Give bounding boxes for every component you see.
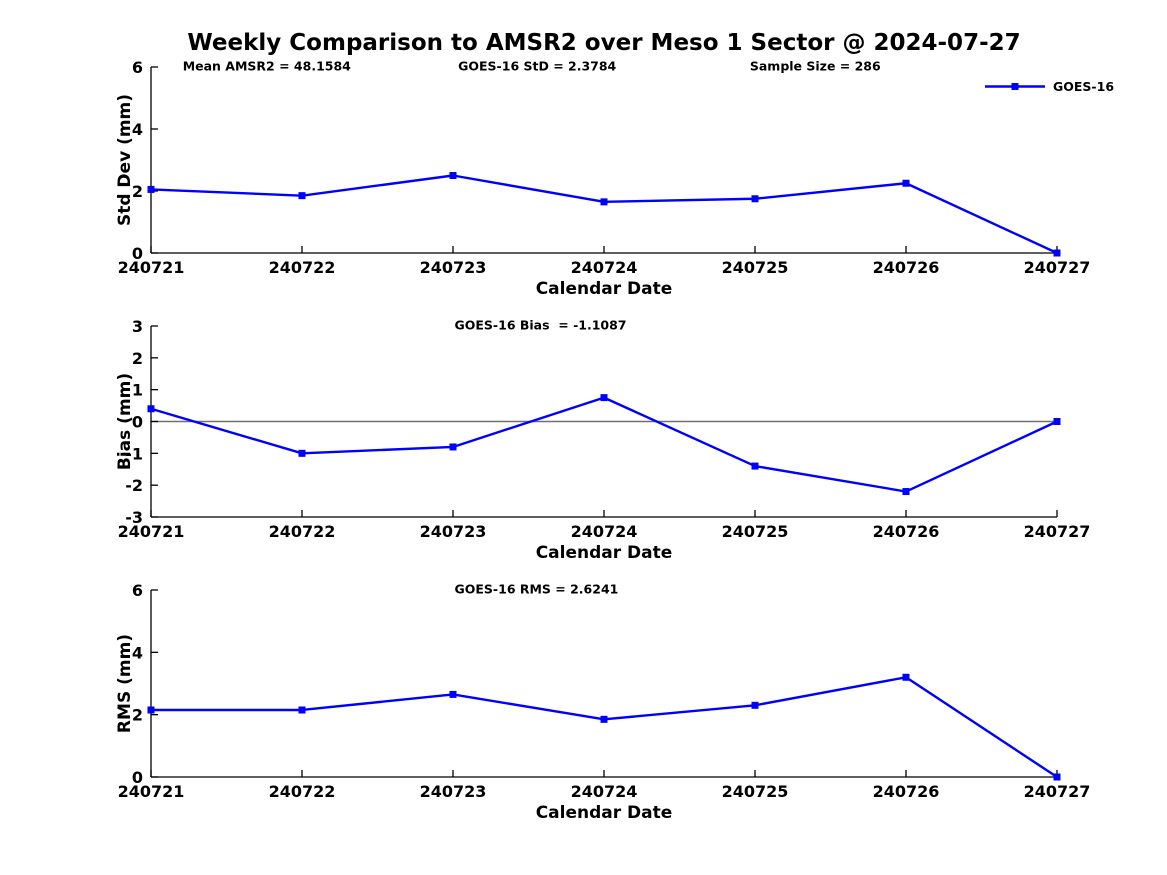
x-tick-label: 240723 [420,258,487,277]
data-point-marker [1053,249,1061,257]
y-tick-label: 2 [132,349,143,368]
x-tick-label: 240725 [722,522,789,541]
y-tick-label: 0 [132,413,143,432]
data-point-marker [298,449,306,457]
data-point-marker [902,673,910,681]
y-axis-title: Bias (mm) [115,373,135,470]
annotation-text: Mean AMSR2 = 48.1584 [183,59,351,74]
data-point-marker [600,715,608,723]
x-tick-label: 240724 [571,258,638,277]
annotation-text: GOES-16 Bias = -1.1087 [455,318,627,333]
x-tick-label: 240727 [1024,782,1091,801]
x-tick-label: 240726 [873,258,940,277]
x-tick-label: 240721 [118,258,185,277]
figure-title: Weekly Comparison to AMSR2 over Meso 1 S… [187,30,1021,56]
x-tick-label: 240725 [722,258,789,277]
x-axis-title: Calendar Date [536,279,673,299]
y-tick-label: 6 [132,581,143,600]
x-tick-label: 240724 [571,782,638,801]
y-tick-label: 0 [132,768,143,787]
data-point-marker [751,701,759,709]
data-point-marker [298,706,306,714]
data-point-marker [1053,773,1061,781]
x-tick-label: 240727 [1024,522,1091,541]
data-point-marker [751,462,759,470]
data-point-marker [449,443,457,451]
y-tick-label: 0 [132,244,143,263]
y-axis-title: Std Dev (mm) [115,94,135,226]
annotation-text: Sample Size = 286 [750,59,881,74]
y-tick-label: -2 [125,476,143,495]
data-point-marker [902,488,910,496]
y-tick-label: 4 [132,643,143,662]
annotation-text: GOES-16 StD = 2.3784 [458,59,616,74]
y-tick-label: 2 [132,706,143,725]
data-point-marker [751,195,759,203]
x-tick-label: 240722 [269,258,336,277]
subplot-rms: 0 2 4 6 240721 240722 240723 240724 240725 240726… [115,581,1090,823]
x-tick-label: 240724 [571,522,638,541]
subplot-bias: -3 -2 -1 0 1 2 3 240721 240722 240723 240724 240725… [115,317,1090,563]
series-line [151,676,1058,779]
legend: GOES-16 [984,79,1114,94]
y-tick-label: -1 [125,444,143,463]
data-point-marker [902,179,910,187]
y-tick-label: 1 [132,381,143,400]
data-point-marker [147,706,155,714]
data-point-marker [1053,418,1061,425]
x-tick-label: 240722 [269,522,336,541]
y-tick-label: 3 [132,317,143,336]
x-tick-label: 240727 [1024,258,1091,277]
legend-marker [1011,83,1019,90]
legend-line-marker-icon [985,83,1045,90]
data-point-marker [147,185,155,193]
data-point-marker [298,192,306,200]
x-tick-label: 240721 [118,782,185,801]
data-point-marker [449,172,457,179]
x-tick-label: 240721 [118,522,185,541]
x-tick-label: 240726 [873,522,940,541]
y-tick-label: 6 [132,58,143,77]
data-point-marker [600,198,608,206]
data-point-marker [147,405,155,413]
x-tick-label: 240726 [873,782,940,801]
x-tick-label: 240725 [722,782,789,801]
legend-label: GOES-16 [1053,79,1115,94]
y-tick-label: -3 [125,508,143,527]
y-tick-label: 4 [132,120,143,139]
annotation-text: GOES-16 RMS = 2.6241 [455,582,619,597]
y-axis-title: RMS (mm) [115,634,135,733]
data-point-marker [600,394,608,402]
series-line [150,174,1058,255]
x-axis-title: Calendar Date [536,803,673,823]
x-axis-title: Calendar Date [536,543,673,563]
series-line [150,396,1058,493]
x-tick-label: 240722 [269,782,336,801]
x-tick-label: 240723 [420,782,487,801]
data-point-marker [449,690,457,698]
subplot-stddev: 0 2 4 6 240721 240722 240723 240724 240725 240726… [115,58,1090,299]
x-tick-label: 240723 [420,522,487,541]
y-tick-label: 2 [132,182,143,201]
